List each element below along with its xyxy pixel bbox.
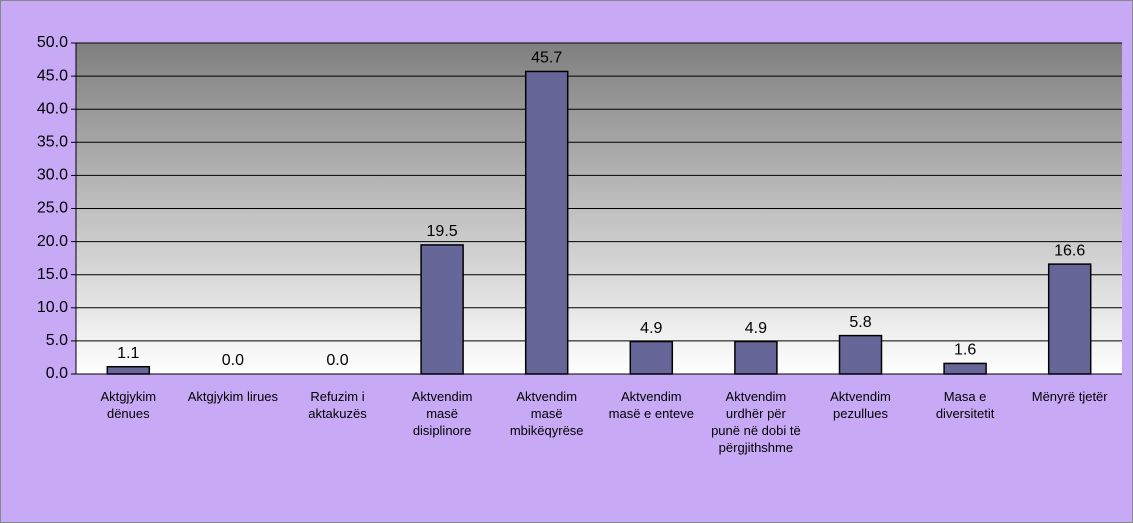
bar [629, 340, 674, 375]
x-tick-label: Aktvendim pezullues [830, 389, 891, 421]
value-label: 16.6 [1054, 242, 1085, 259]
bar [838, 334, 883, 375]
y-tick-label: 30.0 [37, 167, 68, 184]
y-tick-label: 10.0 [37, 299, 68, 316]
x-tick-label: Aktgjykim lirues [187, 389, 279, 404]
bar [734, 340, 778, 375]
x-tick-label: Refuzim i aktakuzës [308, 389, 367, 421]
x-tick-label: Mënyrë tjetër [1031, 389, 1108, 404]
bar [943, 362, 987, 375]
bar [524, 70, 569, 375]
y-tick-label: 45.0 [37, 67, 68, 84]
y-tick-label: 50.0 [37, 34, 68, 51]
x-tick-label: Aktvendim masë e enteve [608, 389, 694, 421]
value-label: 1.6 [954, 342, 976, 359]
bar [1047, 263, 1092, 375]
y-tick-label: 0.0 [46, 365, 68, 382]
y-tick-label: 40.0 [37, 100, 68, 117]
value-label: 1.1 [117, 345, 139, 362]
x-tick-label: Aktvendim masë mbikëqyrëse [509, 389, 584, 438]
value-label: 0.0 [326, 352, 348, 369]
y-tick-label: 25.0 [37, 200, 68, 217]
value-label: 5.8 [849, 314, 871, 331]
x-tick-label: Aktvendim masë disiplinore [411, 389, 473, 438]
bar [106, 365, 151, 375]
value-label: 0.0 [222, 352, 244, 369]
value-label: 4.9 [640, 320, 662, 337]
value-label: 4.9 [745, 320, 767, 337]
x-tick-label: Masa e diversitetit [935, 389, 995, 421]
x-tick-label: Aktvendim urdhër për punë në dobi të për… [711, 389, 801, 455]
value-label: 45.7 [531, 50, 562, 67]
y-tick-label: 5.0 [46, 332, 68, 349]
y-tick-label: 20.0 [37, 233, 68, 250]
value-label: 19.5 [427, 223, 458, 240]
y-tick-label: 35.0 [37, 134, 68, 151]
y-tick-label: 15.0 [37, 266, 68, 283]
bar [420, 244, 464, 375]
x-tick-label: Aktgjykim dënues [100, 389, 157, 421]
